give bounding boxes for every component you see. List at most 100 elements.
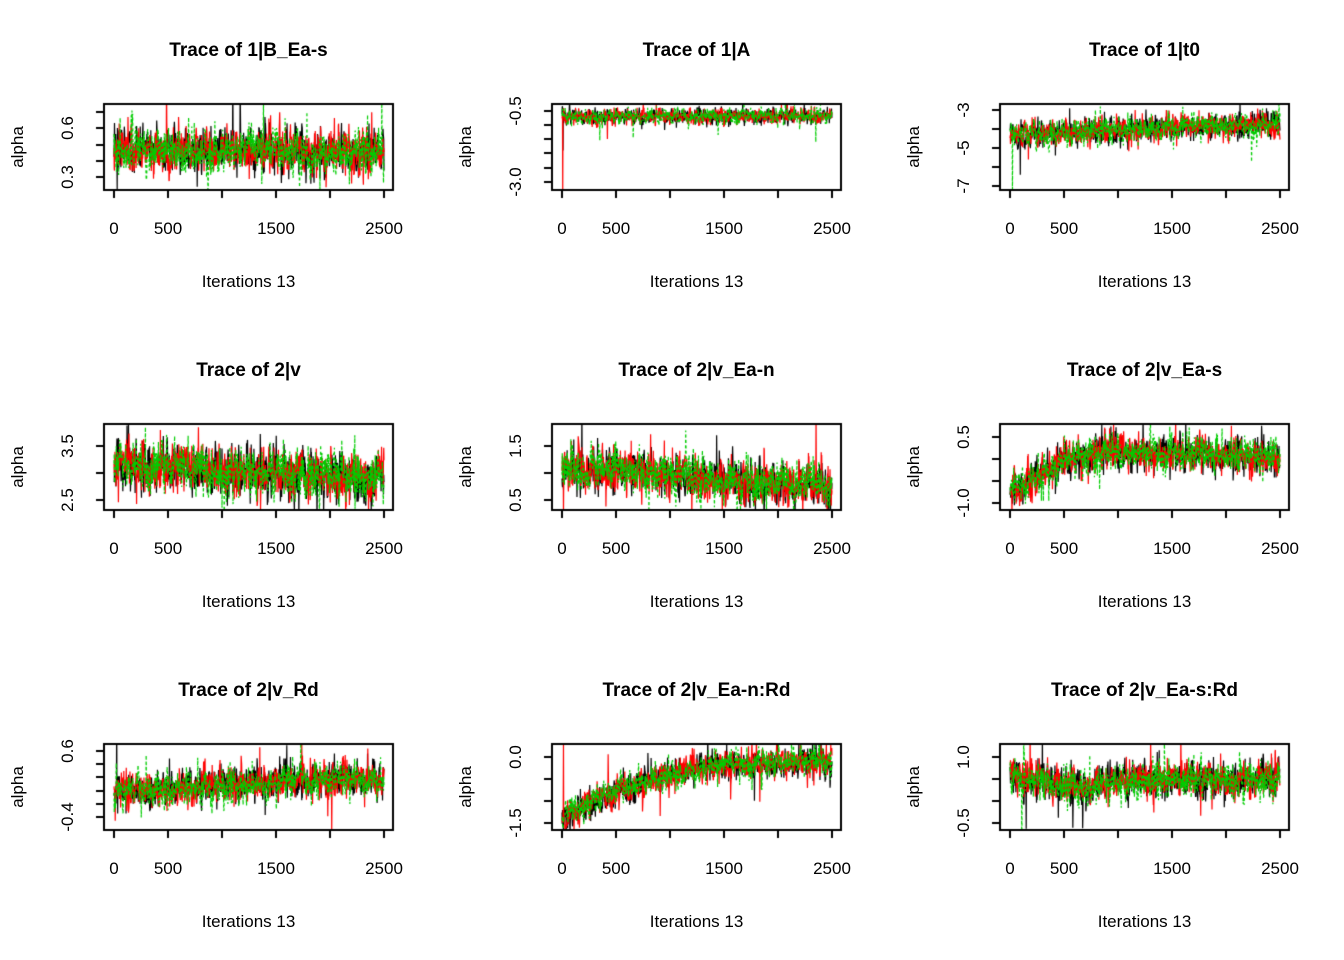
x-tick-label: 0: [557, 859, 567, 878]
y-axis-label: alpha: [456, 126, 475, 168]
x-tick-label: 0: [1005, 219, 1015, 238]
x-tick-label: 2500: [1261, 539, 1299, 558]
x-axis-label: Iterations 13: [649, 592, 744, 611]
y-tick-label: 0.6: [58, 739, 77, 763]
x-tick-label: 2500: [1261, 219, 1299, 238]
x-tick-label: 500: [1049, 859, 1079, 878]
x-tick-label: 0: [1005, 539, 1015, 558]
y-axis-label: alpha: [904, 126, 923, 168]
x-axis-label: Iterations 13: [201, 592, 296, 611]
y-tick-label: -5: [954, 140, 973, 156]
trace-canvas: [0, 0, 448, 320]
plot-title: Trace of 2|v_Ea-n: [618, 360, 775, 381]
x-tick-label: 2500: [813, 539, 851, 558]
subplot-2-v: Trace of 2|v alpha Iterations 13 3.5 2.5 0…: [0, 320, 448, 640]
subplot-1-a: Trace of 1|A alpha Iterations 13 -0.5 -3.…: [448, 0, 896, 320]
subplot-2-v-ea-n-rd: Trace of 2|v_Ea-n:Rd alpha Iterations 13…: [448, 640, 896, 960]
x-tick-label: 0: [109, 539, 119, 558]
y-tick-label: 0.6: [58, 116, 77, 140]
x-tick-label: 500: [153, 219, 183, 238]
trace-canvas: [0, 320, 448, 640]
y-tick-label: -7: [954, 178, 973, 194]
y-tick-label: -1.0: [954, 488, 973, 518]
plot-title: Trace of 2|v_Rd: [178, 680, 319, 701]
plot-title: Trace of 1|t0: [1089, 40, 1200, 61]
trace-canvas: [448, 640, 896, 960]
subplot-2-v-ea-s-rd: Trace of 2|v_Ea-s:Rd alpha Iterations 13…: [896, 640, 1344, 960]
x-tick-label: 2500: [813, 219, 851, 238]
x-axis-label: Iterations 13: [201, 272, 296, 291]
x-tick-label: 500: [153, 859, 183, 878]
subplot-2-v-ea-s: Trace of 2|v_Ea-s alpha Iterations 13 0.…: [896, 320, 1344, 640]
x-tick-label: 500: [153, 539, 183, 558]
subplot-2-v-rd: Trace of 2|v_Rd alpha Iterations 13 0.6 -…: [0, 640, 448, 960]
x-tick-label: 1500: [705, 859, 743, 878]
x-tick-label: 0: [557, 539, 567, 558]
x-tick-label: 1500: [257, 859, 295, 878]
plot-title: Trace of 1|B_Ea-s: [169, 40, 328, 61]
y-axis-label: alpha: [456, 446, 475, 488]
y-axis-label: alpha: [8, 446, 27, 488]
trace-canvas: [896, 640, 1344, 960]
y-tick-label: 2.5: [58, 488, 77, 512]
y-tick-label: 0.5: [506, 488, 525, 512]
x-tick-label: 2500: [365, 859, 403, 878]
y-tick-label: 0.3: [58, 165, 77, 189]
x-tick-label: 1500: [1153, 219, 1191, 238]
x-tick-label: 2500: [813, 859, 851, 878]
x-tick-label: 0: [557, 219, 567, 238]
x-tick-label: 500: [1049, 219, 1079, 238]
x-axis-label: Iterations 13: [1097, 272, 1192, 291]
x-tick-label: 500: [601, 219, 631, 238]
x-tick-label: 500: [1049, 539, 1079, 558]
y-tick-label: 0.0: [506, 745, 525, 769]
y-tick-label: 1.5: [506, 434, 525, 458]
x-tick-label: 1500: [1153, 859, 1191, 878]
y-axis-label: alpha: [904, 766, 923, 808]
x-tick-label: 2500: [1261, 859, 1299, 878]
plot-title: Trace of 2|v_Ea-s:Rd: [1051, 680, 1238, 701]
y-axis-label: alpha: [8, 126, 27, 168]
y-axis-label: alpha: [8, 766, 27, 808]
x-tick-label: 1500: [705, 539, 743, 558]
x-axis-label: Iterations 13: [649, 912, 744, 931]
y-tick-label: -3: [954, 102, 973, 118]
x-tick-label: 2500: [365, 219, 403, 238]
y-tick-label: -1.5: [506, 808, 525, 838]
x-axis-label: Iterations 13: [1097, 912, 1192, 931]
x-tick-label: 500: [601, 539, 631, 558]
x-tick-label: 2500: [365, 539, 403, 558]
x-axis-label: Iterations 13: [201, 912, 296, 931]
x-tick-label: 500: [601, 859, 631, 878]
y-axis-label: alpha: [456, 766, 475, 808]
x-tick-label: 0: [109, 859, 119, 878]
x-tick-label: 0: [109, 219, 119, 238]
trace-canvas: [896, 320, 1344, 640]
y-axis-label: alpha: [904, 446, 923, 488]
subplot-2-v-ea-n: Trace of 2|v_Ea-n alpha Iterations 13 1.…: [448, 320, 896, 640]
x-axis-label: Iterations 13: [649, 272, 744, 291]
plot-title: Trace of 1|A: [642, 40, 751, 61]
trace-canvas: [448, 0, 896, 320]
x-tick-label: 1500: [705, 219, 743, 238]
x-tick-label: 0: [1005, 859, 1015, 878]
plot-title: Trace of 2|v_Ea-s: [1066, 360, 1223, 381]
x-axis-label: Iterations 13: [1097, 592, 1192, 611]
x-tick-label: 1500: [257, 539, 295, 558]
trace-canvas: [448, 320, 896, 640]
trace-canvas: [896, 0, 1344, 320]
x-tick-label: 1500: [1153, 539, 1191, 558]
plot-title: Trace of 2|v: [196, 360, 301, 381]
subplot-1-t0: Trace of 1|t0 alpha Iterations 13 -3 -5 -7…: [896, 0, 1344, 320]
plot-title: Trace of 2|v_Ea-n:Rd: [602, 680, 791, 701]
trace-canvas: [0, 640, 448, 960]
x-tick-label: 1500: [257, 219, 295, 238]
y-tick-label: -0.5: [506, 96, 525, 126]
y-tick-label: -3.0: [506, 167, 525, 197]
y-tick-label: -0.4: [58, 802, 77, 832]
y-tick-label: -0.5: [954, 808, 973, 838]
y-tick-label: 0.5: [954, 425, 973, 449]
y-tick-label: 3.5: [58, 434, 77, 458]
y-tick-label: 1.0: [954, 745, 973, 769]
